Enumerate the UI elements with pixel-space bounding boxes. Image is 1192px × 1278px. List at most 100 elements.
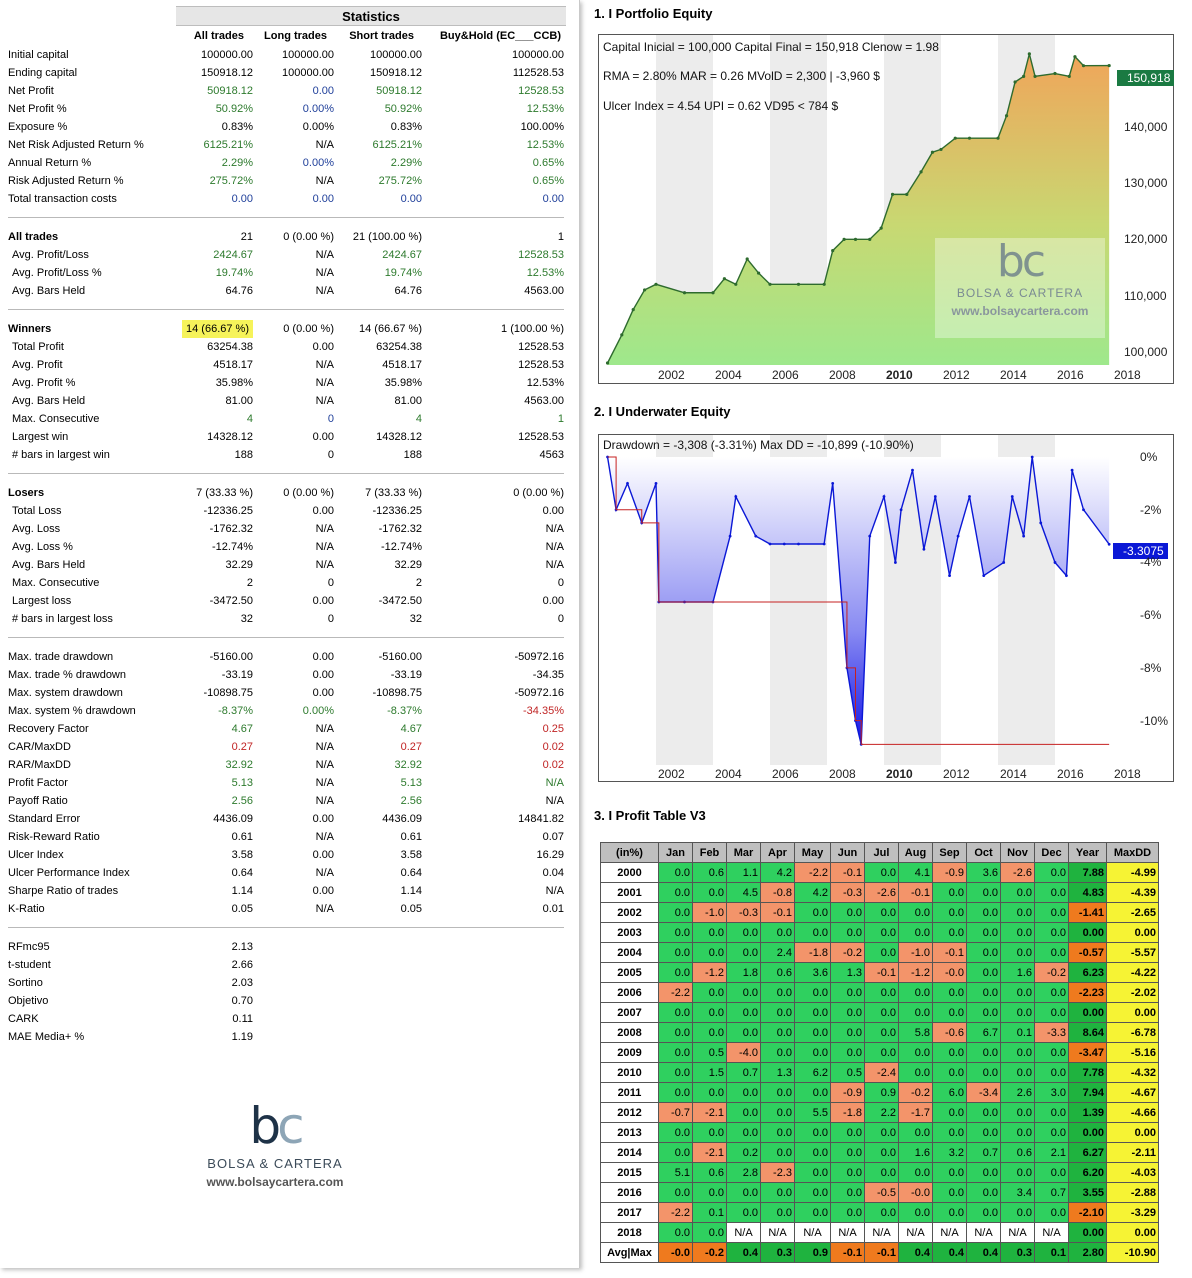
profit-table-month-cell: -0.1 <box>864 962 899 983</box>
stat-label: Risk-Reward Ratio <box>8 831 100 843</box>
profit-table-row: 2007 0.0 0.0 0.0 0.0 0.0 0.0 0.0 0.0 0.0 0.0 0.0 0.0… <box>600 1002 1159 1023</box>
statistics-title: Statistics <box>176 6 566 26</box>
profit-table-month-cell: 0.0 <box>966 962 1001 983</box>
profit-table-month-cell: 0.0 <box>658 1122 693 1143</box>
profit-table-maxdd: -3.29 <box>1106 1202 1159 1223</box>
stat-row: Standard Error 4436.09 0.00 4436.09 14841.82 <box>8 810 564 828</box>
profit-table-month-cell: N/A <box>966 1222 1001 1243</box>
profit-table-month-cell: 0.0 <box>760 1022 795 1043</box>
profit-table: (in%) Jan Feb Mar Apr May Jun Jul Aug Sep Oct Nov De… <box>600 842 1159 1263</box>
stat-value: N/A <box>315 249 334 261</box>
stat-value: N/A <box>315 867 334 879</box>
stat-value: 12528.53 <box>518 249 564 261</box>
profit-table-maxdd: 0.00 <box>1106 1122 1159 1143</box>
profit-table-month-cell: 0.0 <box>726 1002 761 1023</box>
logo-name: BOLSA & CARTERA <box>207 1156 343 1171</box>
stat-value: N/A <box>315 831 334 843</box>
profit-table-month-cell: 0.0 <box>726 942 761 963</box>
underwater-point <box>1065 574 1068 578</box>
underwater-y-tick: -8% <box>1140 660 1162 675</box>
profit-table-row: 2009 0.0 0.5 -4.0 0.0 0.0 0.0 0.0 0.0 0.0 0.0 0.0 0.… <box>600 1042 1159 1063</box>
stat-value: -10898.75 <box>203 687 253 699</box>
profit-table-month-cell: -0.6 <box>932 1022 967 1043</box>
profit-table-month-cell: 0.7 <box>1034 1182 1069 1203</box>
profit-table-avg-cell: -0.0 <box>658 1242 693 1263</box>
profit-table-month-cell: -0.5 <box>864 1182 899 1203</box>
stat-value: 100000.00 <box>201 49 253 61</box>
profit-table-col-header: Sep <box>932 842 967 863</box>
profit-table-maxdd: -2.65 <box>1106 902 1159 923</box>
stat-value: 0.05 <box>231 903 253 915</box>
profit-table-month-cell: 0.0 <box>726 1022 761 1043</box>
profit-table-avg-label: Avg|Max <box>600 1242 659 1263</box>
stat-label: Net Risk Adjusted Return % <box>8 139 144 151</box>
profit-table-maxdd: -5.16 <box>1106 1042 1159 1063</box>
stat-label: # bars in largest loss <box>12 613 113 625</box>
underwater-x-tick: 2006 <box>772 767 799 781</box>
stat-value: 6125.21% <box>203 139 253 151</box>
underwater-point <box>654 481 658 485</box>
stat-label: Winners <box>8 323 52 335</box>
stat-value: 12.53% <box>526 377 564 389</box>
stat-value: 0.00 <box>312 651 334 663</box>
underwater-point <box>968 495 971 498</box>
equity-point <box>996 136 1000 140</box>
profit-table-maxdd: -4.99 <box>1106 862 1159 883</box>
equity-point <box>1004 114 1009 118</box>
stat-value: -1762.32 <box>378 523 422 535</box>
underwater-point <box>894 561 897 564</box>
profit-table-month-cell: 0.0 <box>1000 1062 1035 1083</box>
header-long-trades: Long trades <box>264 30 327 42</box>
underwater-point <box>933 495 937 498</box>
stat-value: 2.03 <box>231 977 253 989</box>
stat-label: Sortino <box>8 977 43 989</box>
stat-value: 64.76 <box>394 285 422 297</box>
profit-table-month-cell: 0.0 <box>966 942 1001 963</box>
profit-table-month-cell: 0.0 <box>794 1022 831 1043</box>
stat-label: Annual Return % <box>8 157 92 169</box>
stat-value: 0.02 <box>542 741 564 753</box>
profit-table-month-cell: 0.0 <box>1000 942 1035 963</box>
profit-table-month-cell: 3.0 <box>1034 1082 1069 1103</box>
stat-label: t-student <box>8 959 51 971</box>
stat-value: 0.00% <box>302 705 334 717</box>
stat-label: Ulcer Index <box>8 849 64 861</box>
profit-table-month-cell: 0.0 <box>658 1142 693 1163</box>
profit-table-month-cell: 0.0 <box>794 1042 831 1063</box>
profit-table-year: 2003 <box>600 922 659 943</box>
underwater-point <box>797 542 800 546</box>
underwater-y-tick: -4% <box>1140 555 1162 570</box>
profit-table-col-header: Jan <box>658 842 693 863</box>
profit-table-month-cell: 0.0 <box>692 982 727 1003</box>
profit-table-month-cell: 3.4 <box>1000 1182 1035 1203</box>
profit-table-maxdd: -4.22 <box>1106 962 1159 983</box>
profit-table-year-total: 6.23 <box>1068 962 1107 983</box>
profit-table-col-header: Nov <box>1000 842 1035 863</box>
profit-table-month-cell: 0.0 <box>932 1062 967 1083</box>
profit-table-month-cell: 0.0 <box>898 922 933 943</box>
equity-point <box>939 147 943 152</box>
profit-table-row: 2000 0.0 0.6 1.1 4.2 -2.2 -0.1 0.0 4.1 -0.9 3.6 -2.… <box>600 862 1159 883</box>
stat-value: 0.00% <box>302 121 334 133</box>
profit-table-month-cell: 0.0 <box>794 1162 831 1183</box>
profit-table-maxdd: 0.00 <box>1106 922 1159 943</box>
underwater-x-tick: 2004 <box>715 767 742 781</box>
stat-label: Max. Consecutive <box>12 577 100 589</box>
underwater-point <box>754 534 758 538</box>
profit-table-month-cell: 0.0 <box>794 1142 831 1163</box>
profit-table-month-cell: 0.0 <box>898 902 933 923</box>
stat-value: 14 (66.67 %) <box>182 320 253 338</box>
stat-row: Total transaction costs 0.00 0.00 0.00 0.00 <box>8 190 564 208</box>
profit-table-month-cell: 0.0 <box>1000 1102 1035 1123</box>
profit-table-month-cell: 0.0 <box>1034 902 1069 923</box>
profit-table-row: 2015 5.1 0.6 2.8 -2.3 0.0 0.0 0.0 0.0 0.0 0.0 0.0 0.… <box>600 1162 1159 1183</box>
stat-value: 0.27 <box>400 741 422 753</box>
profit-table-month-cell: 6.0 <box>932 1082 967 1103</box>
profit-table-month-cell: 0.0 <box>760 1122 795 1143</box>
profit-table-col-header: Oct <box>966 842 1001 863</box>
equity-y-tick: 120,000 <box>1124 232 1168 247</box>
profit-table-month-cell: -0.1 <box>932 942 967 963</box>
stat-value: -33.19 <box>390 669 422 681</box>
stat-label: Objetivo <box>8 995 49 1007</box>
profit-table-month-cell: 0.0 <box>864 1162 899 1183</box>
